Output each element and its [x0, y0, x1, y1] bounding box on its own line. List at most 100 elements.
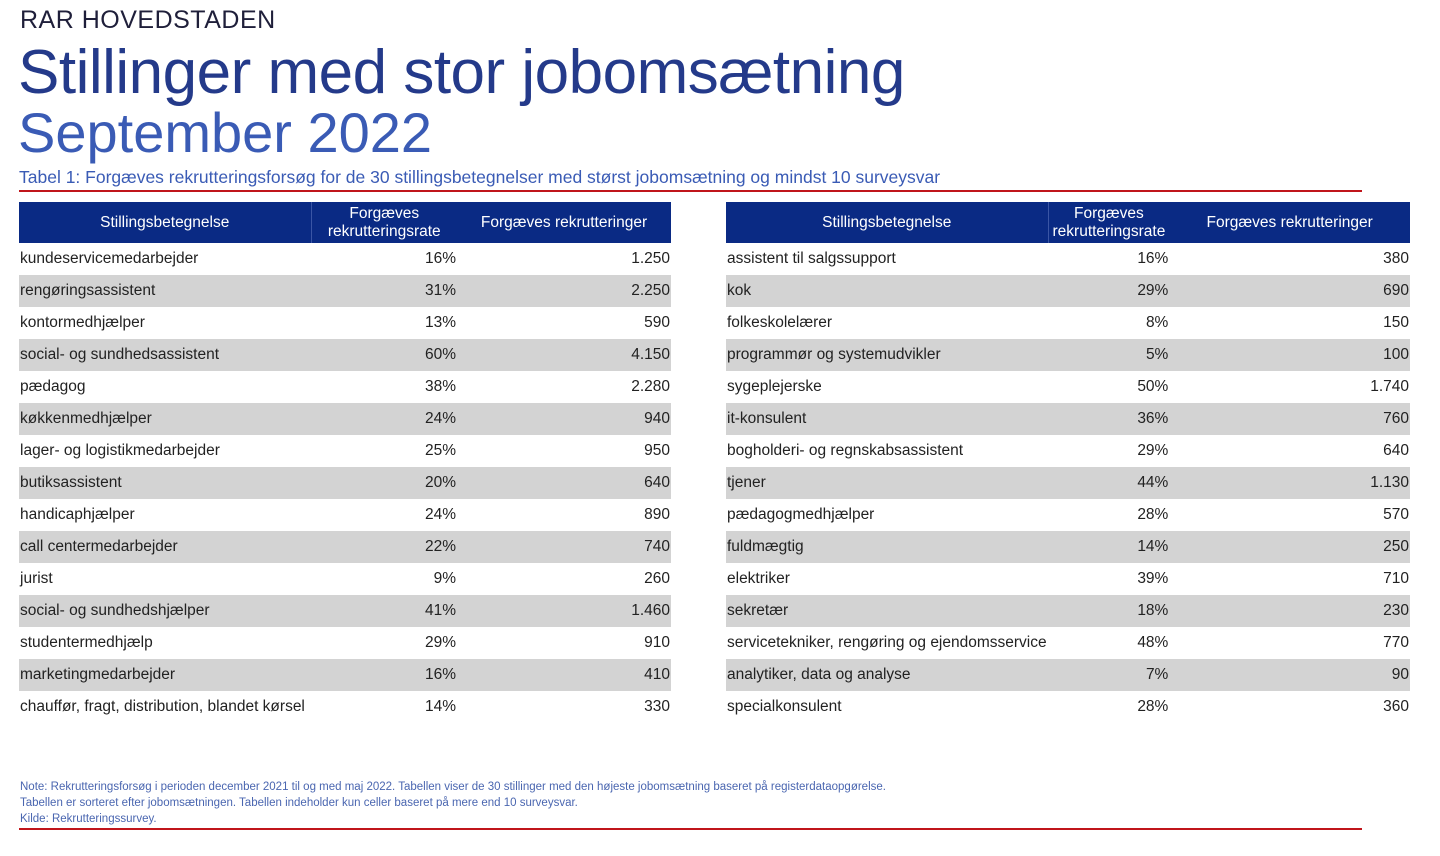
job-title-cell: call centermedarbejder [19, 531, 311, 563]
page-subtitle: September 2022 [18, 101, 433, 164]
table-row: jurist 9% 260 [19, 563, 671, 595]
table-row: specialkonsulent 28% 360 [726, 691, 1410, 723]
job-title-cell: sygeplejerske [727, 378, 822, 395]
table-row: pædagogmedhjælper 28% 570 [726, 499, 1410, 531]
table-row: marketingmedarbejder 16% 410 [19, 659, 671, 691]
source-line: Kilde: Rekrutteringssurvey. [20, 813, 157, 825]
rate-cell: 29% [1137, 442, 1169, 459]
rate-cell: 18% [1048, 595, 1170, 627]
column-header-title: Stillingsbetegnelse [19, 202, 312, 243]
rate-cell: 31% [311, 275, 457, 307]
job-title-cell: folkeskolelærer [727, 314, 833, 331]
table-row: servicetekniker, rengøring og ejendomsse… [726, 627, 1410, 659]
count-cell: 570 [1383, 506, 1409, 523]
count-cell: 640 [1383, 442, 1409, 459]
job-title-cell: jurist [20, 570, 53, 587]
count-cell: 1.460 [457, 595, 671, 627]
table-row: call centermedarbejder 22% 740 [19, 531, 671, 563]
job-title-cell: it-konsulent [726, 403, 1048, 435]
table-row: handicaphjælper 24% 890 [19, 499, 671, 531]
job-title-cell: specialkonsulent [727, 698, 842, 715]
count-cell: 690 [1169, 275, 1410, 307]
job-title-cell: programmør og systemudvikler [726, 339, 1048, 371]
page-title: Stillinger med stor jobomsætning [18, 38, 905, 107]
job-title-cell: pædagogmedhjælper [727, 506, 875, 523]
job-title-cell: analytiker, data og analyse [726, 659, 1048, 691]
count-cell: 410 [457, 659, 671, 691]
rate-cell: 22% [311, 531, 457, 563]
count-cell: 770 [1383, 634, 1409, 651]
table-row: programmør og systemudvikler 5% 100 [726, 339, 1410, 371]
rate-cell: 16% [1137, 250, 1169, 267]
table-row: lager- og logistikmedarbejder 25% 950 [19, 435, 671, 467]
left-table: Stillingsbetegnelse Forgæves rekrutterin… [19, 202, 671, 723]
job-title-cell: pædagog [20, 378, 86, 395]
job-title-cell: kundeservicemedarbejder [20, 250, 199, 267]
rate-cell: 39% [1137, 570, 1169, 587]
footnotes: Note: Rekrutteringsforsøg i perioden dec… [20, 779, 886, 827]
count-cell: 640 [457, 467, 671, 499]
table-row: køkkenmedhjælper 24% 940 [19, 403, 671, 435]
table-row: pædagog 38% 2.280 [19, 371, 671, 403]
rate-cell: 29% [424, 634, 456, 651]
rate-cell: 29% [1048, 275, 1170, 307]
job-title-cell: social- og sundhedsassistent [19, 339, 311, 371]
rate-cell: 50% [1137, 378, 1169, 395]
rate-cell: 38% [424, 378, 456, 395]
rate-cell: 9% [433, 570, 456, 587]
count-cell: 250 [1169, 531, 1410, 563]
count-cell: 950 [644, 442, 670, 459]
job-title-cell: butiksassistent [19, 467, 311, 499]
rate-cell: 8% [1145, 314, 1169, 331]
count-cell: 890 [644, 506, 670, 523]
note-line: Tabellen er sorteret efter jobomsætninge… [20, 797, 578, 809]
note-line: Note: Rekrutteringsforsøg i perioden dec… [20, 781, 886, 793]
column-header-rate: Forgæves rekrutteringsrate [311, 202, 457, 243]
count-cell: 910 [644, 634, 670, 651]
top-divider [19, 190, 1362, 192]
rate-cell: 14% [1048, 531, 1170, 563]
rate-cell: 5% [1048, 339, 1170, 371]
table-row: fuldmægtig 14% 250 [726, 531, 1410, 563]
table-row: kundeservicemedarbejder 16% 1.250 [19, 243, 671, 275]
job-title-cell: rengøringsassistent [19, 275, 311, 307]
count-cell: 380 [1383, 250, 1409, 267]
job-title-cell: fuldmægtig [726, 531, 1048, 563]
rate-cell: 24% [424, 506, 456, 523]
count-cell: 150 [1383, 314, 1409, 331]
job-title-cell: køkkenmedhjælper [19, 403, 311, 435]
rate-cell: 24% [311, 403, 457, 435]
bottom-divider [19, 828, 1362, 830]
table-row: bogholderi- og regnskabsassistent 29% 640 [726, 435, 1410, 467]
job-title-cell: kontormedhjælper [20, 314, 145, 331]
rate-cell: 41% [311, 595, 457, 627]
table-row: studentermedhjælp 29% 910 [19, 627, 671, 659]
column-header-rate: Forgæves rekrutteringsrate [1048, 202, 1170, 243]
rate-cell: 28% [1137, 698, 1169, 715]
table-row: sygeplejerske 50% 1.740 [726, 371, 1410, 403]
job-title-cell: kok [726, 275, 1048, 307]
table-row: it-konsulent 36% 760 [726, 403, 1410, 435]
job-title-cell: handicaphjælper [20, 506, 135, 523]
rate-cell: 28% [1137, 506, 1169, 523]
table-row: tjener 44% 1.130 [726, 467, 1410, 499]
table-row: social- og sundhedsassistent 60% 4.150 [19, 339, 671, 371]
job-title-cell: chauffør, fragt, distribution, blandet k… [20, 698, 305, 715]
job-title-cell: bogholderi- og regnskabsassistent [727, 442, 964, 459]
rate-cell: 20% [311, 467, 457, 499]
rate-cell: 13% [424, 314, 456, 331]
table-row: folkeskolelærer 8% 150 [726, 307, 1410, 339]
count-cell: 230 [1169, 595, 1410, 627]
table-row: assistent til salgssupport 16% 380 [726, 243, 1410, 275]
count-cell: 2.250 [457, 275, 671, 307]
count-cell: 4.150 [457, 339, 671, 371]
job-title-cell: elektriker [727, 570, 790, 587]
rate-cell: 44% [1048, 467, 1170, 499]
table-row: butiksassistent 20% 640 [19, 467, 671, 499]
table-row: chauffør, fragt, distribution, blandet k… [19, 691, 671, 723]
rate-cell: 16% [311, 659, 457, 691]
rate-cell: 48% [1137, 634, 1169, 651]
job-title-cell: sekretær [726, 595, 1048, 627]
job-title-cell: studentermedhjælp [20, 634, 153, 651]
rate-cell: 14% [424, 698, 456, 715]
